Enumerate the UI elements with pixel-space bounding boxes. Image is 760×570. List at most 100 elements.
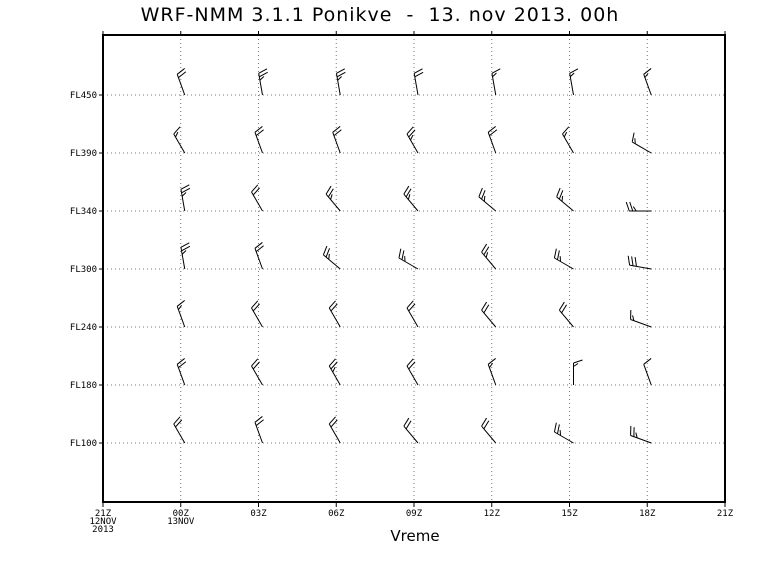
y-tick-label: FL240 <box>70 323 97 333</box>
barb-feather <box>181 187 191 194</box>
barb-feather <box>328 300 336 309</box>
y-tick-label: FL340 <box>70 207 97 217</box>
barb-shaft <box>554 431 574 444</box>
wind-barb <box>403 185 419 212</box>
wind-barb <box>254 126 264 154</box>
barb-feather <box>251 184 259 193</box>
wind-barb <box>406 300 419 328</box>
barb-shaft <box>406 307 419 328</box>
wind-barb <box>631 132 652 154</box>
wind-barb <box>625 201 652 212</box>
barb-feather <box>408 129 416 138</box>
y-tick-label: FL450 <box>70 91 97 101</box>
x-tick-label: 15Z <box>561 509 578 519</box>
barb-feather <box>259 71 268 78</box>
barb-shaft <box>173 423 186 444</box>
barb-shaft <box>487 364 497 386</box>
barb-feather <box>180 184 190 190</box>
barb-feather <box>254 242 263 249</box>
barb-feather <box>489 129 498 137</box>
barb-shaft <box>251 365 263 386</box>
barb-feather <box>627 255 631 266</box>
wind-barb <box>406 126 419 154</box>
wind-barb <box>176 300 186 328</box>
barb-shaft <box>630 319 652 328</box>
x-tick-label: 06Z <box>328 509 345 519</box>
barb-feather <box>252 303 260 312</box>
barb-shaft <box>481 309 497 328</box>
barb-feather <box>173 416 181 425</box>
barb-shaft <box>254 422 263 444</box>
x-tick-label: 2013 <box>92 525 114 535</box>
barb-feather <box>632 206 637 212</box>
barb-shaft <box>180 247 186 270</box>
wind-barb <box>332 126 342 154</box>
wind-barb <box>258 68 268 96</box>
barb-feather <box>492 72 497 78</box>
wind-barb <box>562 126 574 154</box>
barb-shaft <box>569 73 574 96</box>
barb-feather <box>333 129 342 137</box>
barb-shaft <box>398 257 419 270</box>
barb-feather <box>337 76 342 81</box>
barb-shaft <box>332 132 341 154</box>
barb-feather <box>489 362 494 368</box>
barb-shaft <box>481 425 497 444</box>
y-tick-label: FL300 <box>70 265 97 275</box>
barb-feather <box>563 131 568 138</box>
wind-barb <box>328 416 341 444</box>
barb-feather <box>634 256 637 267</box>
barb-feather <box>569 72 575 78</box>
wind-barb <box>630 309 652 328</box>
barb-shaft <box>254 132 263 154</box>
wind-barb <box>180 184 191 212</box>
barb-feather <box>176 358 185 365</box>
barb-feather <box>325 185 332 195</box>
barb-feather <box>483 304 490 314</box>
barb-feather <box>483 420 490 430</box>
barb-feather <box>252 361 260 370</box>
grid-lines <box>103 35 725 502</box>
barb-feather <box>251 358 259 367</box>
barb-shaft <box>328 307 341 328</box>
barb-feather <box>407 194 411 200</box>
barb-feather <box>336 71 346 78</box>
barb-feather <box>481 243 488 253</box>
wind-barb <box>251 184 263 212</box>
wind-barbs <box>173 68 652 444</box>
barb-shaft <box>251 307 263 328</box>
barb-feather <box>405 188 412 198</box>
barb-feather <box>258 68 268 74</box>
wind-barb <box>553 248 574 270</box>
wind-barb <box>487 358 497 386</box>
barb-shaft <box>629 264 652 270</box>
wind-barb <box>173 126 186 154</box>
barb-feather <box>643 358 652 365</box>
barb-feather <box>635 432 638 438</box>
barb-feather <box>481 190 486 200</box>
x-axis-label: Vreme <box>390 527 440 545</box>
barb-shaft <box>335 73 341 96</box>
wind-barb <box>328 300 341 328</box>
barb-feather <box>398 248 402 259</box>
barb-feather <box>485 252 489 258</box>
wind-barb <box>558 301 574 328</box>
barb-feather <box>558 301 565 311</box>
barb-feather <box>181 192 187 197</box>
barb-shaft <box>631 141 652 154</box>
barb-feather <box>487 358 496 365</box>
wind-barb <box>481 243 497 270</box>
barb-shaft <box>643 74 652 96</box>
barb-feather <box>414 71 424 78</box>
barb-feather <box>254 416 263 423</box>
wind-barb <box>176 68 187 96</box>
barb-shaft <box>406 365 419 386</box>
barb-feather <box>259 76 265 81</box>
barb-feather <box>406 358 414 367</box>
barb-feather <box>330 303 338 312</box>
barb-shaft <box>491 73 497 96</box>
barb-feather <box>255 245 264 253</box>
barb-feather <box>408 361 416 370</box>
